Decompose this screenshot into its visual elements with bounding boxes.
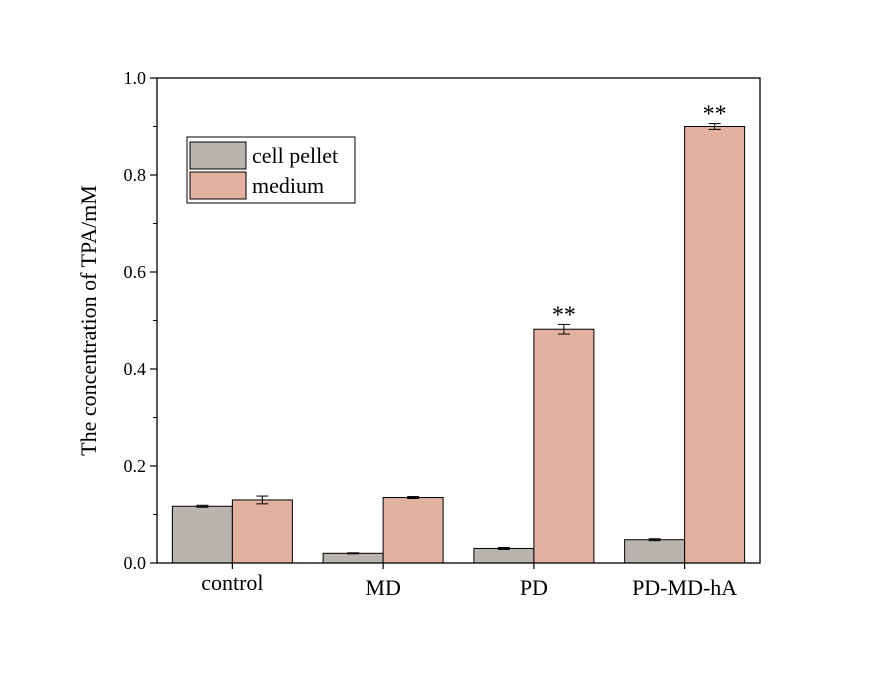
error-bar (557, 323, 570, 335)
labels-layer: 0.0 0.2 0.4 0.6 0.8 1.0 control MD PD PD-MD-hA The… (76, 68, 737, 600)
bar-control-medium (231, 499, 293, 564)
bars-layer (171, 126, 746, 564)
legend-swatch (189, 171, 247, 200)
axes-layer (150, 77, 761, 569)
x-category-label: PD-MD-hA (632, 575, 737, 600)
y-tick-label: 1.0 (124, 68, 147, 88)
error-bar (256, 495, 269, 505)
bar-MD-medium (382, 497, 444, 564)
error-bar (347, 552, 360, 555)
x-category-label: PD (520, 575, 548, 600)
x-category-label: control (201, 570, 263, 595)
error-bar (407, 496, 420, 499)
y-tick-label: 0.2 (124, 456, 147, 476)
error-bars-layer (196, 123, 721, 555)
x-category-label: MD (365, 575, 400, 600)
legend: cell pellet medium (186, 136, 356, 204)
bar-PD-cell-pellet (473, 547, 535, 564)
error-bar (196, 504, 209, 508)
bar-MD-cell-pellet (322, 552, 384, 564)
error-bar (497, 546, 510, 550)
legend-label: medium (252, 173, 324, 198)
y-axis-label: The concentration of TPA/mM (76, 185, 101, 456)
bar-control-cell-pellet (171, 505, 233, 564)
y-tick-label: 0.4 (124, 359, 147, 379)
y-tick-label: 0.0 (124, 553, 147, 573)
error-bar (648, 538, 661, 542)
y-tick-label: 0.8 (124, 165, 147, 185)
bar-PD-MD-hA-medium (684, 126, 746, 564)
bar-PD-MD-hA-cell-pellet (624, 539, 686, 564)
y-tick-label: 0.6 (124, 262, 147, 282)
error-bar (708, 123, 721, 130)
significance-marker: ** (552, 302, 576, 328)
bar-PD-medium (533, 328, 595, 564)
legend-swatch (189, 141, 247, 170)
legend-label: cell pellet (252, 143, 338, 168)
significance-marker: ** (703, 102, 727, 128)
